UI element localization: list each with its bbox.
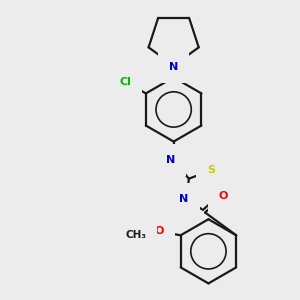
Text: H: H [167, 194, 177, 204]
Text: CH₃: CH₃ [126, 230, 147, 240]
Text: O: O [219, 190, 228, 201]
Text: Cl: Cl [119, 76, 131, 87]
Text: N: N [169, 62, 178, 72]
Text: N: N [166, 155, 175, 165]
Text: H: H [154, 155, 163, 165]
Text: O: O [154, 226, 164, 236]
Text: S: S [207, 165, 215, 175]
Text: N: N [179, 194, 188, 204]
